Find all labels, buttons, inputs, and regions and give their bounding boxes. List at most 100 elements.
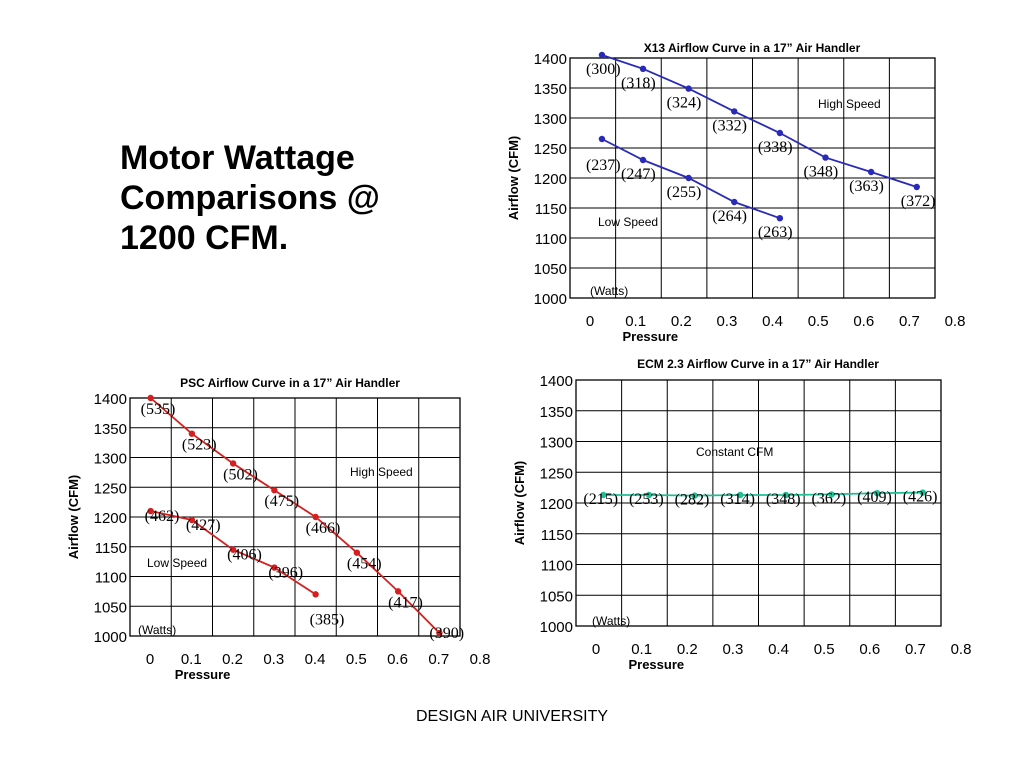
psc-ytick-label: 1000 (94, 629, 127, 646)
psc-xtick-label: 0.6 (387, 651, 408, 668)
ecm-data-point (782, 491, 790, 499)
x13-xtick-label: 0.7 (899, 313, 920, 330)
x13-ytick-label: 1150 (535, 201, 567, 218)
psc-series-line (150, 397, 441, 634)
ecm-ytick-label: 1050 (540, 588, 573, 605)
ecm-data-point (737, 491, 744, 499)
x13-ytick-label: 1050 (534, 261, 567, 278)
x13-data-point (685, 174, 692, 182)
x13-data-label: (348) (804, 164, 839, 181)
slide-title-line-2: Comparisons @ (120, 179, 380, 217)
ecm-plot-frame (575, 379, 942, 627)
ecm-series-line (603, 491, 923, 497)
x13-y-axis-label: Airflow (CFM) (506, 136, 521, 220)
psc-data-point (436, 629, 443, 637)
x13-ytick-label: 1200 (534, 171, 567, 188)
ecm-data-point (873, 489, 881, 497)
ecm-data-label: (409) (857, 489, 892, 506)
x13-data-label: (318) (621, 75, 656, 92)
psc-data-label: (523) (182, 437, 217, 454)
psc-xtick-label: 0.3 (263, 651, 284, 668)
ecm-data-point (919, 489, 926, 496)
slide-title-line-1: Motor Wattage (120, 139, 355, 177)
ecm-xtick-label: 0.1 (631, 641, 652, 658)
psc-xtick-label: 0 (146, 651, 154, 668)
psc-xtick-label: 0.1 (181, 651, 202, 668)
psc-unit-note: (Watts) (138, 623, 176, 637)
ecm-xtick-label: 0.4 (768, 641, 789, 658)
psc-data-label: (466) (306, 520, 341, 537)
x13-data-label: (237) (586, 157, 621, 174)
ecm-xtick-label: 0.8 (951, 641, 972, 658)
psc-data-point (353, 549, 361, 556)
ecm-data-label: (215) (583, 491, 618, 508)
psc-data-point (312, 591, 319, 598)
x13-xtick-label: 0.5 (808, 313, 829, 330)
psc-data-label: (396) (268, 565, 303, 582)
psc-data-point (271, 564, 278, 571)
ecm-data-label: (282) (675, 492, 710, 509)
x13-data-point (731, 108, 738, 115)
x13-data-point (913, 183, 920, 191)
ecm-xtick-label: 0.6 (859, 641, 880, 658)
x13-xtick-label: 0.3 (716, 313, 737, 330)
ecm-chart-title: ECM 2.3 Airflow Curve in a 17” Air Handl… (637, 357, 879, 371)
psc-ytick-label: 1150 (95, 540, 127, 557)
psc-ytick-label: 1100 (95, 570, 127, 587)
ecm-ytick-label: 1400 (540, 373, 573, 390)
x13-plot-frame (569, 57, 936, 299)
ecm-xtick-label: 0.2 (677, 641, 698, 658)
ecm-ytick-label: 1350 (540, 404, 573, 421)
slide-title: Motor Wattage Comparisons @ 1200 CFM. (120, 138, 450, 258)
x13-data-label: (300) (586, 61, 621, 78)
x13-xtick-label: 0.1 (625, 313, 646, 330)
x13-xtick-label: 0.4 (762, 313, 783, 330)
x13-data-label: (255) (667, 184, 702, 201)
psc-xtick-label: 0.8 (470, 651, 491, 668)
x13-series-line (601, 54, 918, 188)
psc-data-label: (502) (223, 466, 258, 483)
x13-unit-note: (Watts) (590, 284, 628, 298)
x13-xtick-label: 0.8 (945, 313, 966, 330)
psc-data-point (188, 430, 196, 437)
x13-data-label: (264) (712, 208, 747, 225)
ecm-data-point (645, 491, 653, 499)
ecm-series-name: Constant CFM (696, 445, 773, 459)
x13-data-point (867, 168, 875, 176)
psc-ytick-label: 1400 (94, 391, 127, 408)
x13-x-axis-label: Pressure (622, 329, 678, 344)
x13-data-label: (372) (901, 193, 936, 210)
ecm-data-label: (426) (903, 489, 938, 506)
x13-ytick-label: 1100 (535, 231, 567, 248)
x13-ytick-label: 1350 (534, 81, 567, 98)
x13-data-point (639, 65, 647, 73)
x13-data-point (822, 154, 829, 161)
x13-data-label: (338) (758, 139, 793, 156)
psc-xtick-label: 0.4 (305, 651, 326, 668)
psc-data-label: (390) (429, 625, 464, 642)
x13-ytick-label: 1300 (534, 111, 567, 128)
x13-data-point (731, 198, 738, 206)
psc-data-point (147, 394, 154, 402)
psc-data-label: (427) (186, 517, 221, 534)
ecm-x-axis-label: Pressure (628, 657, 684, 672)
x13-data-point (776, 129, 784, 137)
ecm-data-point (600, 491, 607, 499)
x13-series-name: High Speed (818, 97, 881, 111)
psc-xtick-label: 0.2 (222, 651, 243, 668)
ecm-ytick-label: 1250 (540, 465, 573, 482)
psc-data-label: (462) (145, 508, 180, 525)
psc-data-label: (406) (227, 547, 262, 564)
x13-ytick-label: 1250 (534, 141, 567, 158)
x13-data-label: (263) (758, 224, 793, 241)
psc-data-label: (417) (388, 594, 423, 611)
x13-data-point (598, 135, 606, 143)
psc-series-name: Low Speed (147, 556, 207, 570)
psc-data-point (271, 487, 278, 494)
psc-data-label: (535) (141, 401, 176, 418)
ecm-ytick-label: 1000 (540, 619, 573, 636)
x13-ytick-label: 1400 (534, 51, 567, 68)
